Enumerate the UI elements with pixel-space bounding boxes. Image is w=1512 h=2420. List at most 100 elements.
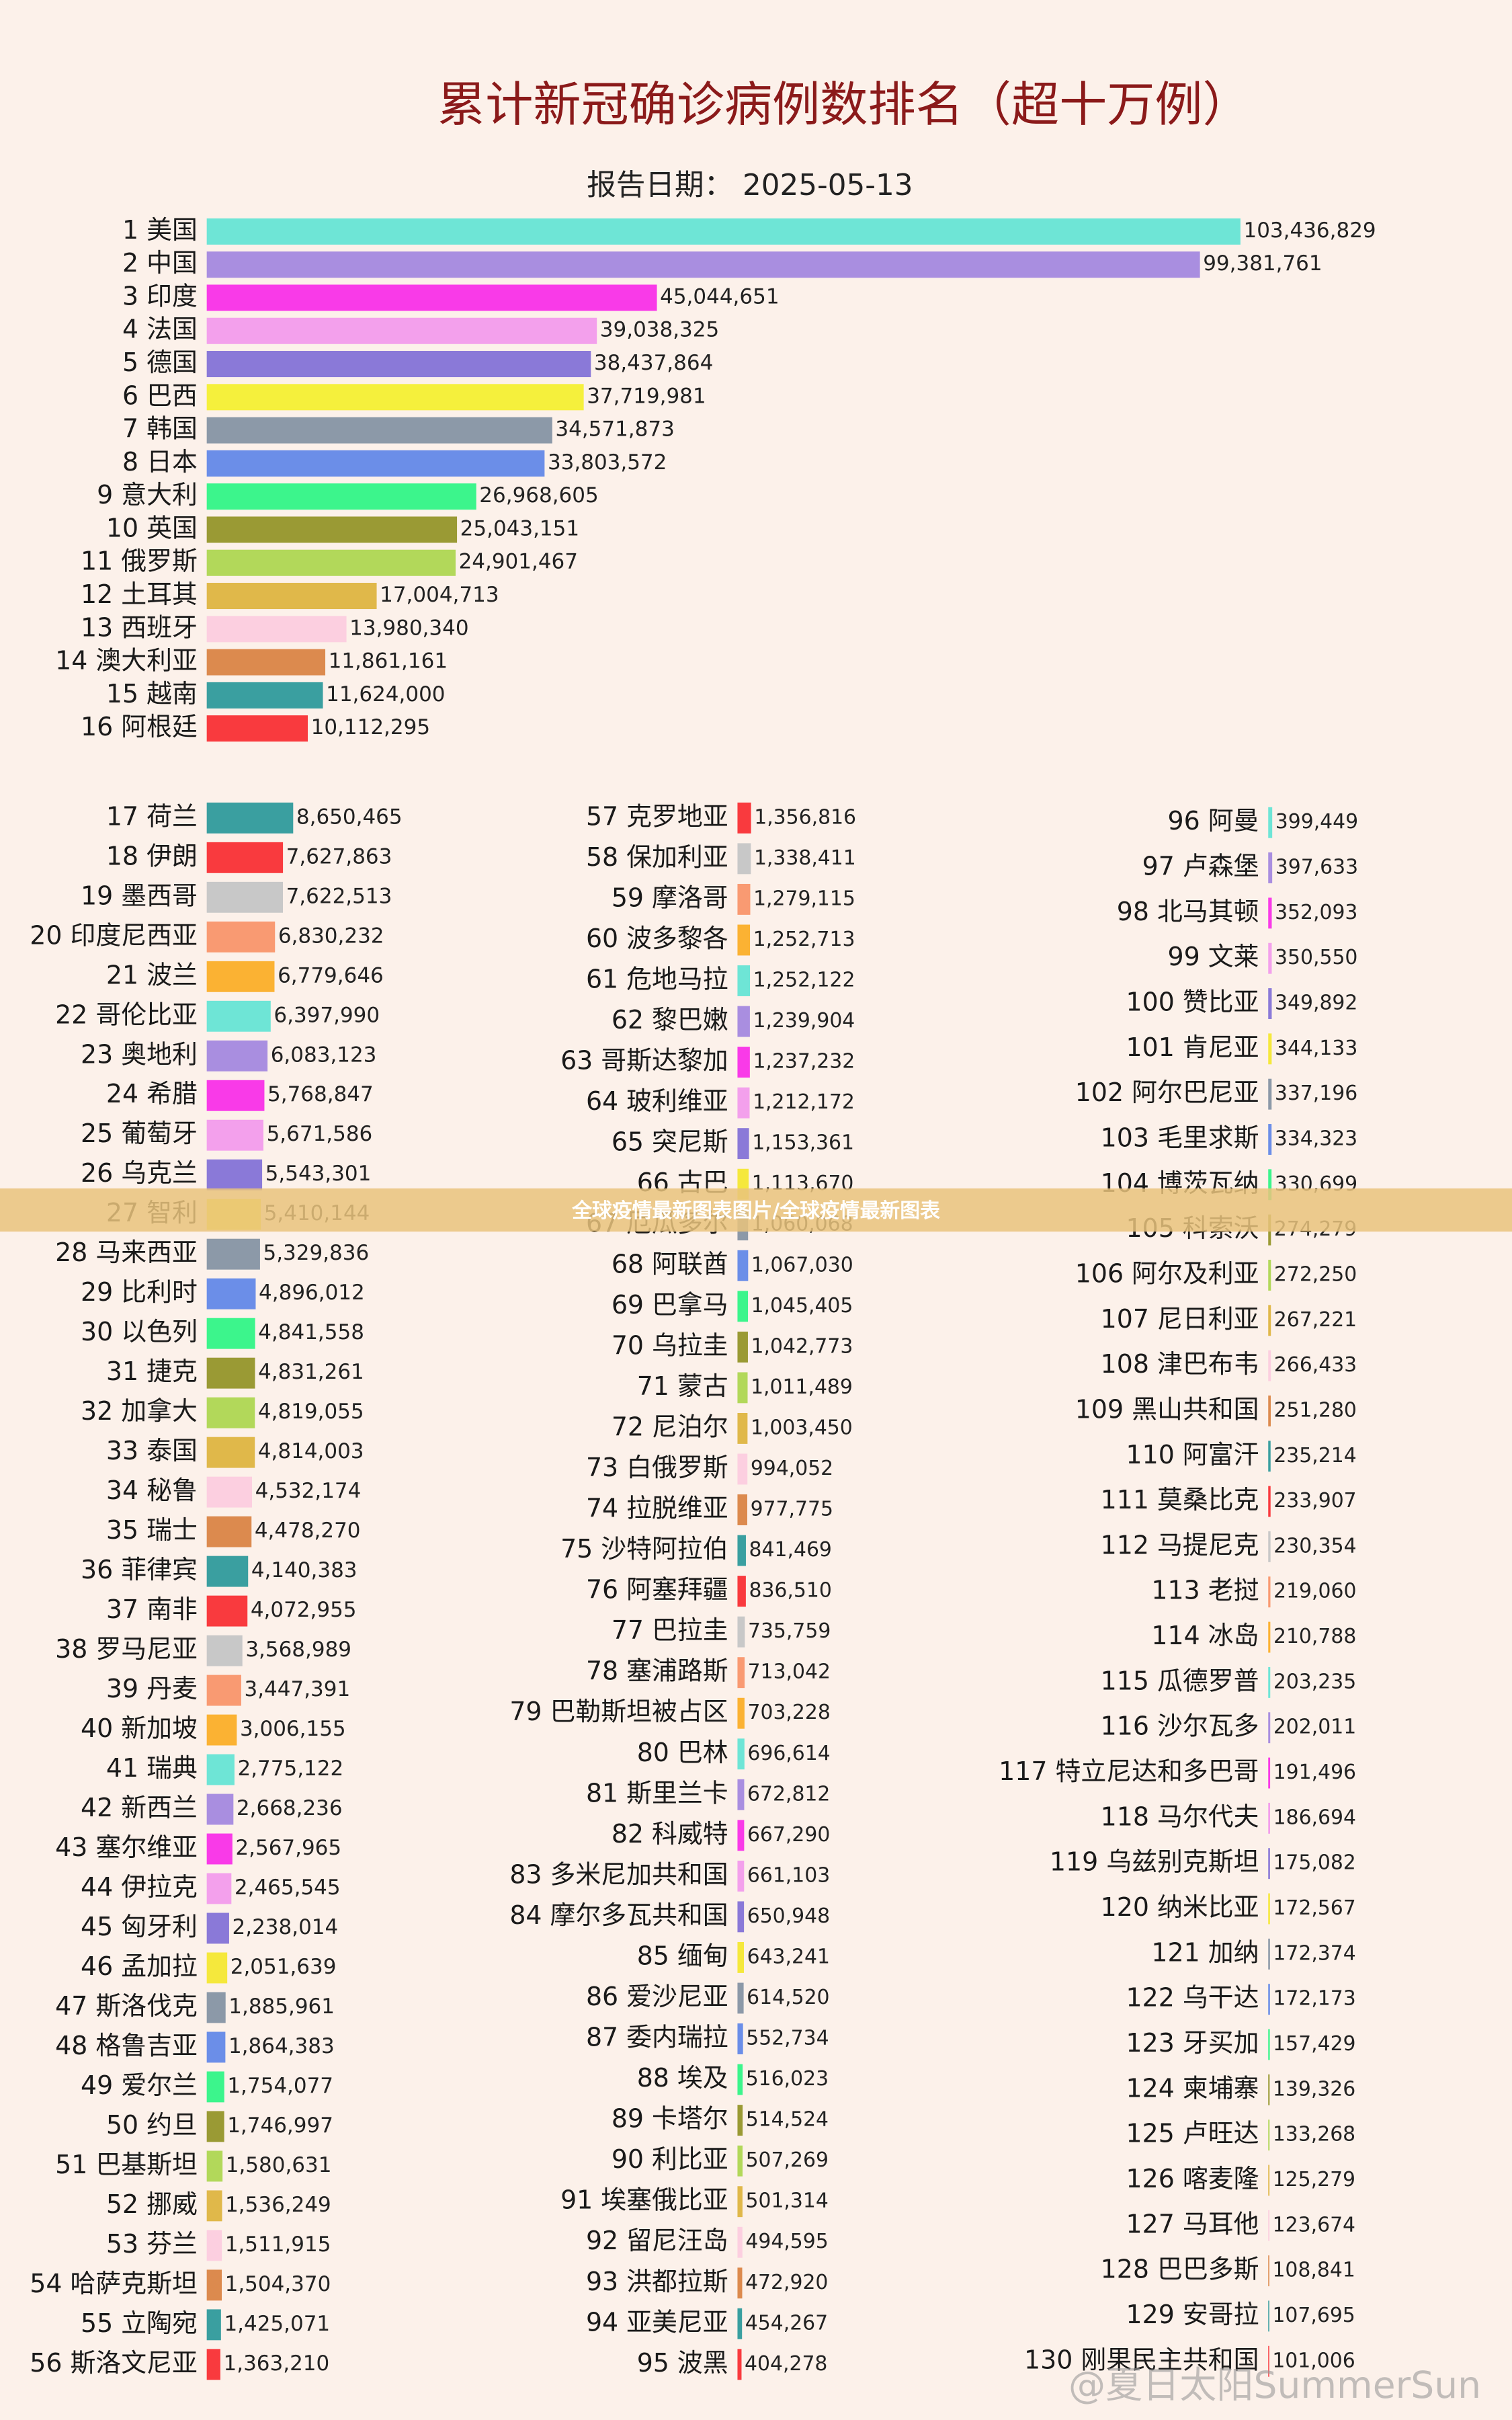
bar	[206, 961, 275, 992]
value-label: 399,449	[1275, 810, 1358, 834]
bar	[1268, 1169, 1272, 1201]
bar	[206, 1080, 265, 1111]
bar	[206, 1397, 255, 1428]
bar	[1268, 1848, 1270, 1880]
value-label: 101,006	[1272, 2349, 1355, 2372]
value-label: 191,496	[1273, 1761, 1356, 1784]
value-label: 13,980,340	[349, 616, 468, 640]
value-label: 514,524	[746, 2108, 829, 2132]
category-label: 102 阿尔巴尼亚	[1075, 1078, 1259, 1107]
category-label: 81 斯里兰卡	[586, 1778, 728, 1808]
bar	[206, 2309, 221, 2341]
category-label: 10 英国	[106, 513, 198, 542]
category-label: 86 爱沙尼亚	[586, 1982, 728, 2011]
value-label: 203,235	[1273, 1670, 1356, 1693]
bar	[1268, 897, 1272, 929]
value-label: 103,436,829	[1244, 218, 1376, 243]
category-label: 85 缅甸	[637, 1941, 728, 1970]
bar	[206, 1714, 237, 1746]
value-label: 4,532,174	[255, 1479, 362, 1503]
bar	[737, 1697, 745, 1729]
bar	[1268, 2029, 1270, 2060]
value-label: 1,746,997	[227, 2113, 333, 2138]
value-label: 337,196	[1275, 1082, 1357, 1105]
bar	[206, 1476, 253, 1508]
bar	[206, 1357, 255, 1389]
bar	[206, 715, 308, 742]
category-label: 9 意大利	[97, 480, 198, 510]
category-label: 91 埃塞俄比亚	[560, 2185, 728, 2215]
bar	[1268, 1712, 1271, 1744]
bar	[206, 284, 657, 311]
category-label: 50 约旦	[106, 2110, 198, 2140]
value-label: 672,812	[747, 1782, 830, 1806]
value-label: 125,279	[1273, 2168, 1355, 2191]
value-label: 507,269	[746, 2148, 829, 2172]
value-label: 172,567	[1273, 1896, 1355, 1920]
bar	[737, 1453, 748, 1485]
value-label: 107,695	[1272, 2304, 1355, 2327]
value-label: 4,831,261	[258, 1360, 364, 1384]
value-label: 344,133	[1275, 1037, 1357, 1060]
bar	[206, 842, 284, 873]
bar	[206, 384, 584, 411]
category-label: 35 瑞士	[106, 1515, 198, 1545]
bar	[1268, 1260, 1271, 1291]
category-label: 47 斯洛伐克	[55, 1991, 198, 2021]
category-label: 49 爱尔兰	[81, 2070, 198, 2100]
bar	[206, 1159, 263, 1191]
category-label: 76 阿塞拜疆	[586, 1575, 728, 1605]
bar	[1268, 1531, 1271, 1562]
value-label: 230,354	[1273, 1534, 1356, 1558]
category-label: 5 德国	[122, 348, 198, 377]
bar	[206, 682, 323, 709]
bar	[737, 1250, 749, 1281]
value-label: 6,830,232	[278, 924, 384, 948]
category-label: 92 留尼汪岛	[586, 2226, 728, 2255]
category-label: 8 日本	[122, 447, 198, 477]
category-label: 23 奥地利	[81, 1039, 198, 1069]
value-label: 24,901,467	[459, 550, 578, 574]
category-label: 78 塞浦路斯	[586, 1656, 728, 1686]
bar	[1268, 2120, 1270, 2151]
bar	[1268, 2255, 1269, 2287]
value-label: 233,907	[1273, 1489, 1356, 1513]
value-label: 994,052	[751, 1457, 833, 1480]
value-label: 11,861,161	[329, 649, 448, 674]
category-label: 40 新加坡	[81, 1713, 198, 1743]
category-label: 95 波黑	[637, 2348, 728, 2378]
bar	[1268, 1033, 1272, 1065]
bar	[206, 1000, 271, 1032]
bar	[1268, 1984, 1270, 2015]
value-label: 713,042	[748, 1660, 831, 1684]
category-label: 4 法国	[122, 315, 198, 344]
category-label: 53 芬兰	[106, 2229, 198, 2259]
category-label: 59 摩洛哥	[612, 883, 728, 912]
bar	[737, 1291, 748, 1322]
value-label: 1,580,631	[226, 2153, 332, 2177]
category-label: 62 黎巴嫩	[612, 1005, 728, 1035]
bar	[1268, 1666, 1271, 1698]
category-label: 72 尼泊尔	[612, 1412, 728, 1441]
bar	[737, 2267, 743, 2299]
category-label: 83 多米尼加共和国	[509, 1859, 728, 1889]
category-label: 88 埃及	[637, 2063, 728, 2093]
value-label: 454,267	[745, 2311, 828, 2335]
bar	[206, 802, 294, 834]
value-label: 219,060	[1273, 1580, 1356, 1603]
category-label: 21 波兰	[106, 960, 198, 990]
value-label: 10,112,295	[311, 715, 430, 739]
value-label: 472,920	[745, 2271, 828, 2294]
bar	[206, 351, 591, 378]
value-label: 175,082	[1273, 1851, 1355, 1875]
value-label: 7,627,863	[286, 844, 392, 869]
bar	[737, 1657, 745, 1689]
bar	[206, 2031, 226, 2063]
value-label: 349,892	[1275, 992, 1357, 1015]
value-label: 1,885,961	[228, 1994, 335, 2019]
bar	[1268, 1576, 1271, 1608]
value-label: 404,278	[745, 2352, 827, 2376]
bar	[1268, 942, 1272, 974]
bar	[206, 2349, 220, 2380]
category-label: 93 洪都拉斯	[586, 2267, 728, 2296]
